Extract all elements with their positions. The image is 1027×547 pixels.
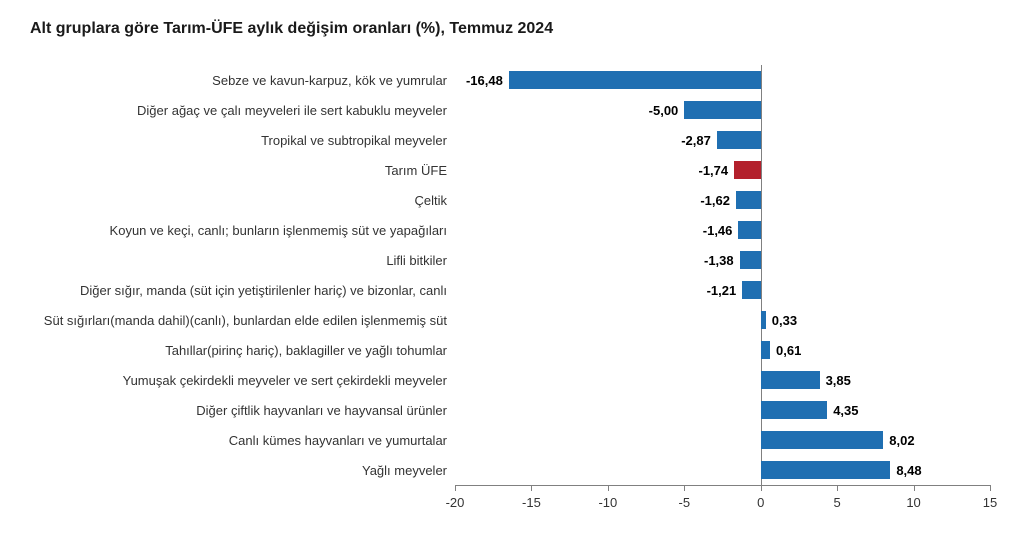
x-tick — [837, 485, 838, 491]
bar-highlight — [734, 161, 761, 179]
x-tick — [761, 485, 762, 491]
x-tick-label: -5 — [659, 495, 709, 510]
category-label: Çeltik — [414, 193, 447, 208]
bar — [761, 461, 891, 479]
x-tick-label: -10 — [583, 495, 633, 510]
category-label: Diğer sığır, manda (süt için yetiştirile… — [80, 283, 447, 298]
value-label: -1,46 — [703, 223, 733, 238]
bar — [738, 221, 760, 239]
bar — [761, 431, 884, 449]
category-label: Yağlı meyveler — [362, 463, 447, 478]
bar — [761, 371, 820, 389]
value-label: 8,48 — [896, 463, 921, 478]
category-label: Yumuşak çekirdekli meyveler ve sert çeki… — [123, 373, 447, 388]
category-label: Süt sığırları(manda dahil)(canlı), bunla… — [44, 313, 447, 328]
value-label: 3,85 — [826, 373, 851, 388]
bar — [717, 131, 761, 149]
x-tick-label: 10 — [889, 495, 939, 510]
category-label: Sebze ve kavun-karpuz, kök ve yumrular — [212, 73, 447, 88]
x-tick-label: -20 — [430, 495, 480, 510]
value-label: -2,87 — [681, 133, 711, 148]
value-label: 8,02 — [889, 433, 914, 448]
x-tick — [684, 485, 685, 491]
value-label: -16,48 — [466, 73, 503, 88]
category-label: Tarım ÜFE — [385, 163, 447, 178]
bar — [740, 251, 761, 269]
bar — [761, 401, 827, 419]
value-label: 0,33 — [772, 313, 797, 328]
value-label: -1,62 — [700, 193, 730, 208]
bar — [761, 341, 770, 359]
x-tick — [914, 485, 915, 491]
category-label: Tropikal ve subtropikal meyveler — [261, 133, 447, 148]
value-label: -5,00 — [649, 103, 679, 118]
x-tick — [455, 485, 456, 491]
y-axis-line — [761, 65, 762, 485]
category-label: Koyun ve keçi, canlı; bunların işlenmemi… — [110, 223, 447, 238]
category-label: Tahıllar(pirinç hariç), baklagiller ve y… — [165, 343, 447, 358]
x-tick-label: 5 — [812, 495, 862, 510]
bar — [736, 191, 761, 209]
value-label: -1,74 — [698, 163, 728, 178]
x-tick — [531, 485, 532, 491]
category-label: Diğer ağaç ve çalı meyveleri ile sert ka… — [137, 103, 447, 118]
category-label: Canlı kümes hayvanları ve yumurtalar — [229, 433, 447, 448]
chart-title: Alt gruplara göre Tarım-ÜFE aylık değişi… — [30, 20, 553, 38]
bar — [742, 281, 760, 299]
value-label: 4,35 — [833, 403, 858, 418]
x-tick-label: 15 — [965, 495, 1015, 510]
value-label: -1,38 — [704, 253, 734, 268]
value-label: -1,21 — [707, 283, 737, 298]
category-label: Diğer çiftlik hayvanları ve hayvansal ür… — [196, 403, 447, 418]
bar — [684, 101, 760, 119]
x-tick — [990, 485, 991, 491]
x-tick — [608, 485, 609, 491]
x-axis-line — [455, 485, 990, 486]
x-tick-label: 0 — [736, 495, 786, 510]
value-label: 0,61 — [776, 343, 801, 358]
bar — [509, 71, 761, 89]
bar — [761, 311, 766, 329]
x-tick-label: -15 — [506, 495, 556, 510]
category-label: Lifli bitkiler — [386, 253, 447, 268]
